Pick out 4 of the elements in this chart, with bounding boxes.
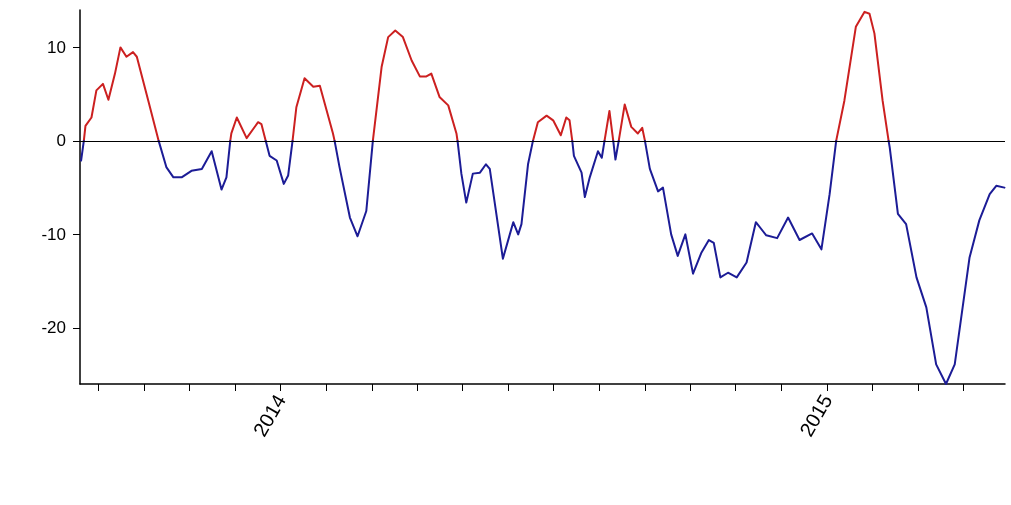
y-tick-label: -10 bbox=[41, 224, 66, 244]
y-tick-label: 0 bbox=[56, 131, 66, 151]
y-tick-label: 10 bbox=[47, 37, 66, 57]
y-tick-label: -20 bbox=[41, 318, 66, 338]
